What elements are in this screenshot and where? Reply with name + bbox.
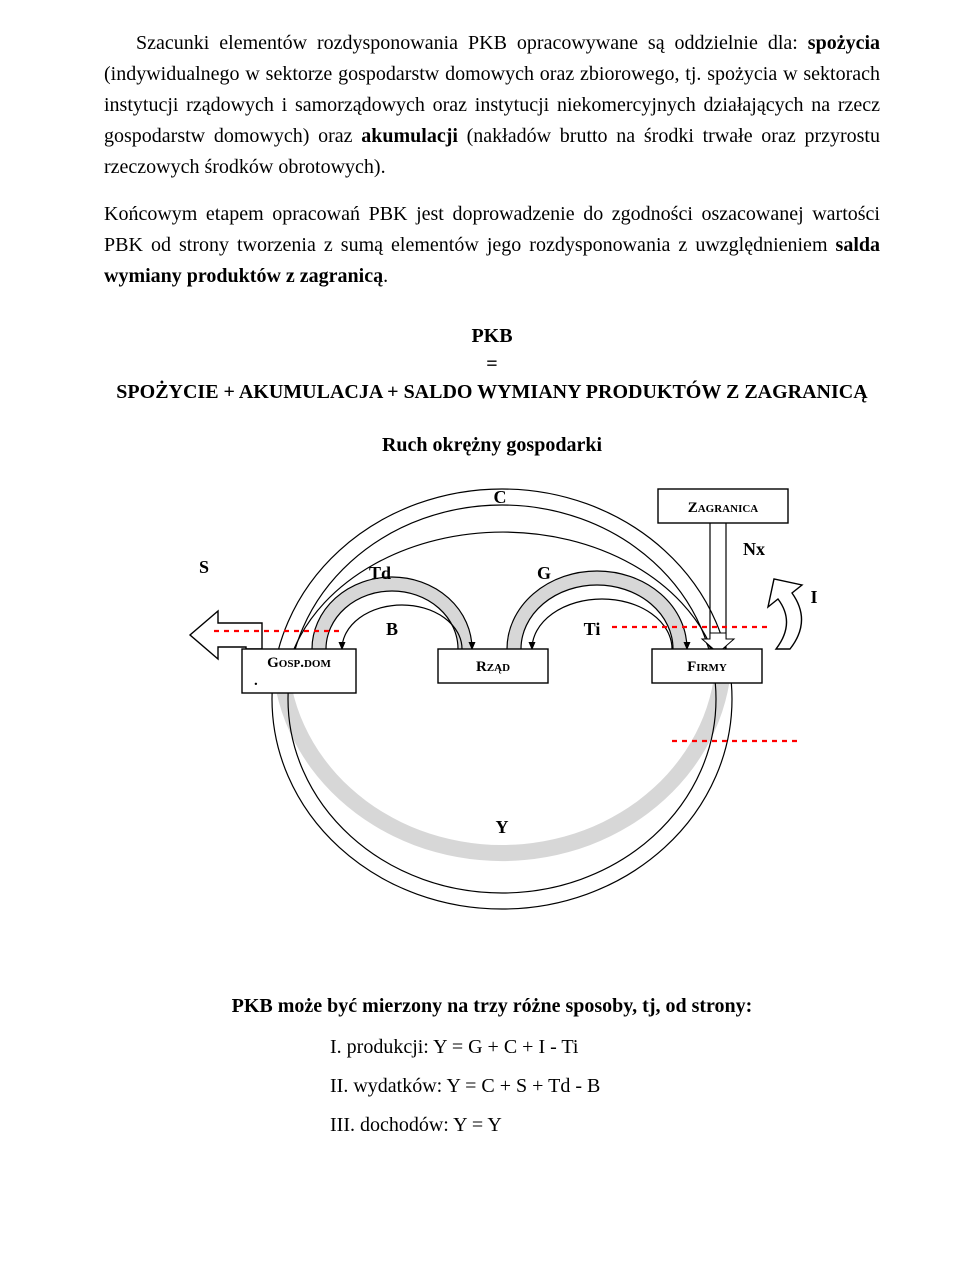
ways-item-2: II. wydatków: Y = C + S + Td - B <box>330 1071 880 1102</box>
diagram-svg: Zagranica Gosp.dom . Rząd Firmy C S Td G <box>112 471 872 931</box>
p1-text: Szacunki elementów rozdysponowania PKB o… <box>136 32 808 54</box>
label-gospdom-2: . <box>254 673 258 689</box>
formula-line1: PKB <box>104 322 880 350</box>
label-b: B <box>386 619 398 639</box>
p1-bold1: spożycia <box>808 32 880 54</box>
ways-list: I. produkcji: Y = G + C + I - Ti II. wyd… <box>330 1032 880 1141</box>
label-zagranica: Zagranica <box>688 500 759 516</box>
label-td: Td <box>369 563 391 583</box>
label-ti: Ti <box>584 619 601 639</box>
arrow-i <box>768 579 802 649</box>
label-i: I <box>810 587 817 607</box>
label-g: G <box>537 563 551 583</box>
ways-heading: PKB może być mierzony na trzy różne spos… <box>104 991 880 1022</box>
label-rzad: Rząd <box>476 659 510 675</box>
label-s: S <box>199 557 209 577</box>
diagram-title: Ruch okrężny gospodarki <box>104 430 880 461</box>
ways-item-3: III. dochodów: Y = Y <box>330 1110 880 1141</box>
paragraph-2: Końcowym etapem opracowań PBK jest dopro… <box>104 199 880 292</box>
document-page: Szacunki elementów rozdysponowania PKB o… <box>0 0 960 1189</box>
pkb-formula: PKB = SPOŻYCIE + AKUMULACJA + SALDO WYMI… <box>104 322 880 406</box>
p2-text: Końcowym etapem opracowań PBK jest dopro… <box>104 203 880 256</box>
label-firmy: Firmy <box>687 659 727 675</box>
formula-line3: SPOŻYCIE + AKUMULACJA + SALDO WYMIANY PR… <box>104 378 880 406</box>
label-y: Y <box>496 817 509 837</box>
formula-line2: = <box>104 350 880 378</box>
ways-item-1: I. produkcji: Y = G + C + I - Ti <box>330 1032 880 1063</box>
circular-flow-diagram: Zagranica Gosp.dom . Rząd Firmy C S Td G <box>112 471 872 941</box>
arc-ti <box>532 599 672 649</box>
p2-text2: . <box>383 265 388 287</box>
label-c: C <box>494 487 507 507</box>
paragraph-1: Szacunki elementów rozdysponowania PKB o… <box>104 28 880 183</box>
label-gospdom-1: Gosp.dom <box>267 655 331 671</box>
p1-bold2: akumulacji <box>361 125 458 147</box>
label-nx: Nx <box>743 539 765 559</box>
